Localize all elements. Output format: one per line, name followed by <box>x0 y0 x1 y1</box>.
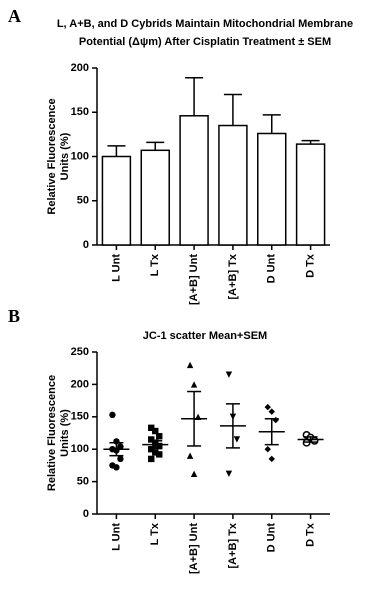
y-tick-label: 50 <box>77 195 89 207</box>
y-tick-label: 0 <box>83 239 89 251</box>
data-point <box>148 455 155 463</box>
bar <box>295 143 326 246</box>
data-point <box>117 455 124 463</box>
data-point <box>156 451 163 458</box>
y-tick-label: 200 <box>71 378 89 390</box>
x-tick-label: L Tx <box>149 253 161 276</box>
x-tick-label: D Tx <box>304 253 316 278</box>
y-tick-label: 150 <box>71 411 89 423</box>
data-point <box>186 361 194 369</box>
y-tick-label: 0 <box>83 508 89 520</box>
y-axis-label: Units (%) <box>59 132 71 180</box>
x-tick-label: [A+B] Unt <box>188 254 200 305</box>
data-point <box>225 470 233 478</box>
x-tick-label: D Unt <box>266 523 278 553</box>
chart-title: L, A+B, and D Cybrids Maintain Mitochond… <box>57 18 353 30</box>
y-axis-label: Relative Fluorescence <box>46 375 58 491</box>
x-tick-label: [A+B] Unt <box>188 523 200 574</box>
x-tick-label: [A+B] Tx <box>227 253 239 299</box>
data-point <box>310 436 319 445</box>
y-tick-label: 100 <box>71 443 89 455</box>
panel-label: B <box>8 306 20 326</box>
data-point <box>152 427 159 435</box>
data-point <box>233 436 241 443</box>
data-point <box>190 381 198 388</box>
data-point <box>264 446 271 453</box>
y-tick-label: 150 <box>71 106 89 118</box>
data-point <box>268 408 275 415</box>
x-tick-label: L Unt <box>110 254 122 282</box>
data-point <box>148 436 155 443</box>
data-point <box>186 452 194 459</box>
data-point <box>117 443 124 450</box>
data-point <box>272 416 279 424</box>
x-tick-label: L Unt <box>110 523 122 551</box>
data-point <box>109 411 116 419</box>
y-axis-label: Units (%) <box>59 409 71 457</box>
bar <box>257 132 287 246</box>
y-tick-label: 100 <box>71 150 89 162</box>
x-tick-label: D Unt <box>266 254 278 284</box>
data-point <box>113 464 120 471</box>
x-tick-label: L Tx <box>149 522 161 545</box>
x-tick-label: D Tx <box>304 522 316 547</box>
data-point <box>225 371 233 378</box>
data-point <box>156 433 163 440</box>
data-point <box>152 449 159 456</box>
data-point <box>264 403 271 411</box>
data-point <box>156 442 163 450</box>
bar <box>218 124 248 246</box>
y-axis-label: Relative Fluorescence <box>46 98 58 214</box>
panel-label: A <box>8 6 21 26</box>
y-tick-label: 50 <box>77 476 89 488</box>
chart-title: Potential (Δψm) After Cisplatin Treatmen… <box>79 36 331 48</box>
bar <box>140 149 170 246</box>
bar <box>101 155 132 246</box>
data-point <box>190 470 198 478</box>
x-tick-label: [A+B] Tx <box>227 522 239 568</box>
data-point <box>148 424 155 432</box>
bar <box>179 115 209 246</box>
y-tick-label: 200 <box>71 62 89 74</box>
data-point <box>268 455 275 463</box>
chart-title: JC-1 scatter Mean+SEM <box>143 330 267 342</box>
y-tick-label: 250 <box>71 346 89 358</box>
